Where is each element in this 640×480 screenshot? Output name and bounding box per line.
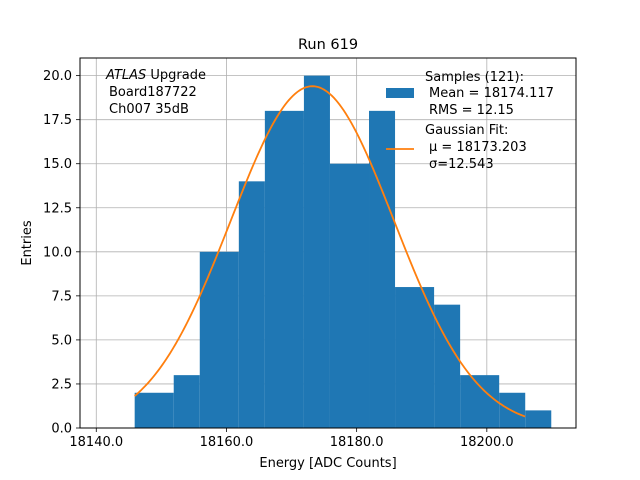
x-tick-label: 18180.0 (330, 435, 384, 450)
legend-fit-line-2: μ = 18173.203 (429, 140, 527, 155)
gaussian-fit (134, 85, 526, 418)
histogram-bar (173, 375, 200, 428)
x-axis-ticks: 18140.0 18160.0 18180.0 18200.0 (69, 428, 514, 450)
fit-curve (134, 85, 526, 418)
atlas-label: ATLAS (105, 68, 146, 83)
chart-title: Run 619 (298, 37, 358, 53)
histogram-bar (238, 181, 265, 428)
legend-hist-line-2: Mean = 18174.117 (429, 86, 554, 101)
histogram-bar (199, 251, 239, 428)
channel-label: Ch007 35dB (109, 102, 189, 117)
plot-frame (79, 57, 577, 429)
legend-hist-swatch (386, 88, 414, 98)
histogram-bar (264, 110, 304, 428)
legend: Samples (121): Mean = 18174.117 RMS = 12… (386, 70, 554, 172)
y-tick-label: 2.5 (51, 377, 72, 392)
x-axis-label: Energy [ADC Counts] (259, 456, 396, 471)
y-tick-label: 0.0 (51, 422, 72, 437)
legend-hist-line-1: Samples (121): (425, 70, 524, 85)
y-tick-label: 12.5 (43, 201, 72, 216)
y-axis-ticks: 0.0 2.5 5.0 7.5 10.0 12.5 15.0 17.5 20.0 (43, 69, 80, 437)
histogram-bar (303, 75, 330, 428)
histogram-bar (134, 392, 174, 428)
y-tick-label: 7.5 (51, 289, 72, 304)
x-tick-label: 18160.0 (200, 435, 254, 450)
y-tick-label: 5.0 (51, 333, 72, 348)
histogram-bars (134, 75, 552, 428)
histogram-bar (369, 110, 396, 428)
legend-hist-line-3: RMS = 12.15 (429, 103, 514, 118)
svg-text:ATLAS Upgrade: ATLAS Upgrade (105, 68, 206, 83)
y-tick-label: 10.0 (43, 245, 72, 260)
y-tick-label: 20.0 (43, 69, 72, 84)
x-tick-label: 18200.0 (460, 435, 514, 450)
upgrade-label: Upgrade (146, 68, 206, 83)
histogram-bar (329, 163, 370, 428)
atlas-annotation: ATLAS Upgrade Board187722 Ch007 35dB (105, 68, 206, 117)
y-axis-label: Entries (20, 220, 35, 266)
legend-fit-line-3: σ=12.543 (429, 157, 494, 172)
y-tick-label: 15.0 (43, 157, 72, 172)
board-label: Board187722 (109, 85, 197, 100)
legend-fit-line-1: Gaussian Fit: (425, 123, 508, 138)
y-tick-label: 17.5 (43, 113, 72, 128)
histogram-bar (460, 375, 500, 428)
histogram-bar (525, 410, 552, 428)
x-tick-label: 18140.0 (69, 435, 123, 450)
histogram-bar (395, 287, 435, 428)
